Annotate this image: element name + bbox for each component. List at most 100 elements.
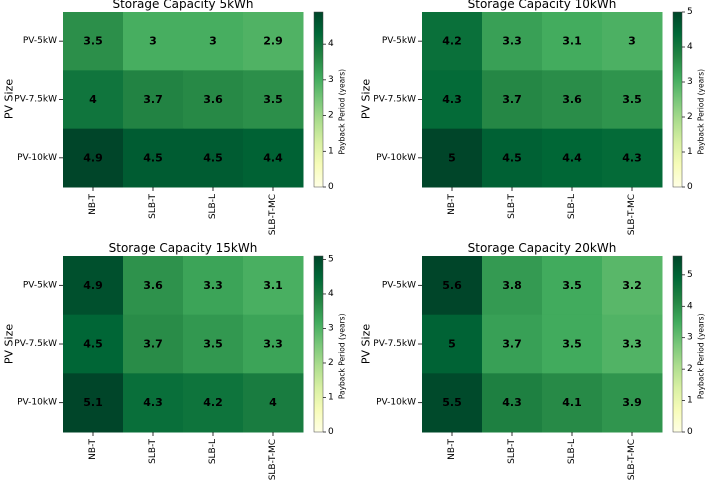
colorbar <box>313 11 324 188</box>
heatmap-cell <box>183 128 244 188</box>
heatmap-cell <box>123 314 184 374</box>
colorbar-tick-label: 5 <box>328 254 334 264</box>
heatmap-cell <box>482 128 543 188</box>
cell-value-label: 3.7 <box>143 338 163 351</box>
cell-value-label: 3.5 <box>562 279 582 292</box>
heatmap-cell <box>123 128 184 188</box>
heatmap-panel-3: Storage Capacity 15kWh PV Size 4.9 3.6 3.3 3.… <box>3 241 347 480</box>
cell-value-label: 4 <box>89 93 97 106</box>
colorbar <box>672 255 683 433</box>
cell-value-label: 4 <box>269 396 277 409</box>
heatmap-cell <box>63 70 124 130</box>
colorbar <box>672 11 683 188</box>
heatmap-cell <box>243 256 304 316</box>
chart-title: Storage Capacity 20kWh <box>468 241 617 255</box>
cell-value-label: 3.6 <box>203 93 223 106</box>
cell-value-label: 3.8 <box>502 279 522 292</box>
cell-value-label: 3.6 <box>562 93 582 106</box>
y-axis-title: PV Size <box>3 324 16 364</box>
chart-title: Storage Capacity 10kWh <box>468 0 617 11</box>
chart-title: Storage Capacity 5kWh <box>112 0 253 11</box>
row-tick-label: PV-5kW <box>382 280 416 290</box>
heatmap-cell <box>183 12 244 71</box>
heatmap-cell <box>542 12 603 71</box>
heatmap-cell <box>602 373 663 433</box>
cell-value-label: 5.1 <box>83 396 103 409</box>
heatmap-cell <box>482 373 543 433</box>
column-tick-label: SLB-T-MC <box>627 194 637 235</box>
heatmap-cell <box>542 373 603 433</box>
y-axis-title: PV Size <box>360 324 373 364</box>
cell-value-label: 3.3 <box>622 338 642 351</box>
cell-value-label: 3.3 <box>263 338 283 351</box>
column-tick-label: NB-T <box>447 439 457 460</box>
colorbar-tick-label: 0 <box>687 427 693 437</box>
colorbar-tick-label: 1 <box>328 146 334 156</box>
heatmap-cell <box>422 12 483 71</box>
cell-value-label: 3.6 <box>143 279 163 292</box>
heatmap-cell <box>542 256 603 316</box>
heatmap-cell <box>63 314 124 374</box>
heatmap-cell <box>63 12 124 71</box>
heatmap-cell <box>422 314 483 374</box>
column-tick-label: SLB-L <box>567 194 577 219</box>
cell-value-label: 3 <box>209 35 217 48</box>
colorbar-label: Payback Period (years) <box>338 313 347 399</box>
cell-value-label: 5.5 <box>442 396 462 409</box>
cell-value-label: 3 <box>149 35 157 48</box>
column-tick-label: SLB-T <box>507 439 517 464</box>
colorbar-tick-label: 3 <box>328 323 334 333</box>
row-tick-label: PV-7.5kW <box>373 95 416 105</box>
cell-value-label: 3.1 <box>562 35 582 48</box>
cell-value-label: 4.3 <box>622 151 642 164</box>
cell-value-label: 3.7 <box>143 93 163 106</box>
column-tick-label: SLB-T <box>148 194 158 219</box>
cell-value-label: 5.6 <box>442 279 462 292</box>
cell-value-label: 4.3 <box>442 93 462 106</box>
row-tick-label: PV-7.5kW <box>14 95 57 105</box>
heatmap-cell <box>602 256 663 316</box>
cell-value-label: 4.2 <box>203 396 223 409</box>
heatmap-cell <box>602 128 663 188</box>
colorbar-tick-label: 5 <box>687 7 693 17</box>
heatmap-cell <box>422 70 483 130</box>
row-tick-label: PV-7.5kW <box>373 339 416 349</box>
colorbar-tick-label: 1 <box>687 147 693 157</box>
row-tick-label: PV-5kW <box>23 280 57 290</box>
cell-value-label: 4.1 <box>562 396 582 409</box>
cell-value-label: 3.5 <box>83 35 103 48</box>
colorbar-tick-label: 0 <box>328 182 334 192</box>
colorbar-tick-label: 2 <box>328 358 334 368</box>
cell-value-label: 5 <box>448 338 456 351</box>
cell-value-label: 4.5 <box>83 338 103 351</box>
y-axis-title: PV Size <box>3 79 16 119</box>
row-tick-label: PV-10kW <box>17 398 57 408</box>
colorbar-tick-label: 3 <box>687 333 693 343</box>
heatmap-cell <box>602 70 663 130</box>
colorbar-tick-label: 4 <box>687 301 693 311</box>
column-tick-label: NB-T <box>447 194 457 215</box>
colorbar-label: Payback Period (years) <box>697 313 706 399</box>
heatmap-panel-2: Storage Capacity 10kWh PV Size 4.2 3.3 3.1 3 4… <box>360 0 706 235</box>
cell-value-label: 3.3 <box>502 35 522 48</box>
heatmap-cell <box>482 314 543 374</box>
heatmap-cell <box>123 373 184 433</box>
cell-value-label: 4.4 <box>263 151 283 164</box>
row-tick-label: PV-5kW <box>23 36 57 46</box>
row-tick-label: PV-5kW <box>382 36 416 46</box>
cell-value-label: 3.9 <box>622 396 642 409</box>
cell-value-label: 4.9 <box>83 279 103 292</box>
heatmap-cell <box>123 12 184 71</box>
heatmap-cell <box>602 314 663 374</box>
colorbar <box>313 255 324 433</box>
colorbar-tick-label: 1 <box>328 392 334 402</box>
heatmap-cell <box>123 70 184 130</box>
column-tick-label: NB-T <box>88 194 98 215</box>
colorbar-tick-label: 3 <box>687 77 693 87</box>
chart-title: Storage Capacity 15kWh <box>109 241 258 255</box>
heatmap-cell <box>123 256 184 316</box>
cell-value-label: 3.7 <box>502 338 522 351</box>
colorbar-tick-label: 2 <box>687 112 693 122</box>
heatmap-cell <box>542 314 603 374</box>
heatmap-cell <box>422 373 483 433</box>
